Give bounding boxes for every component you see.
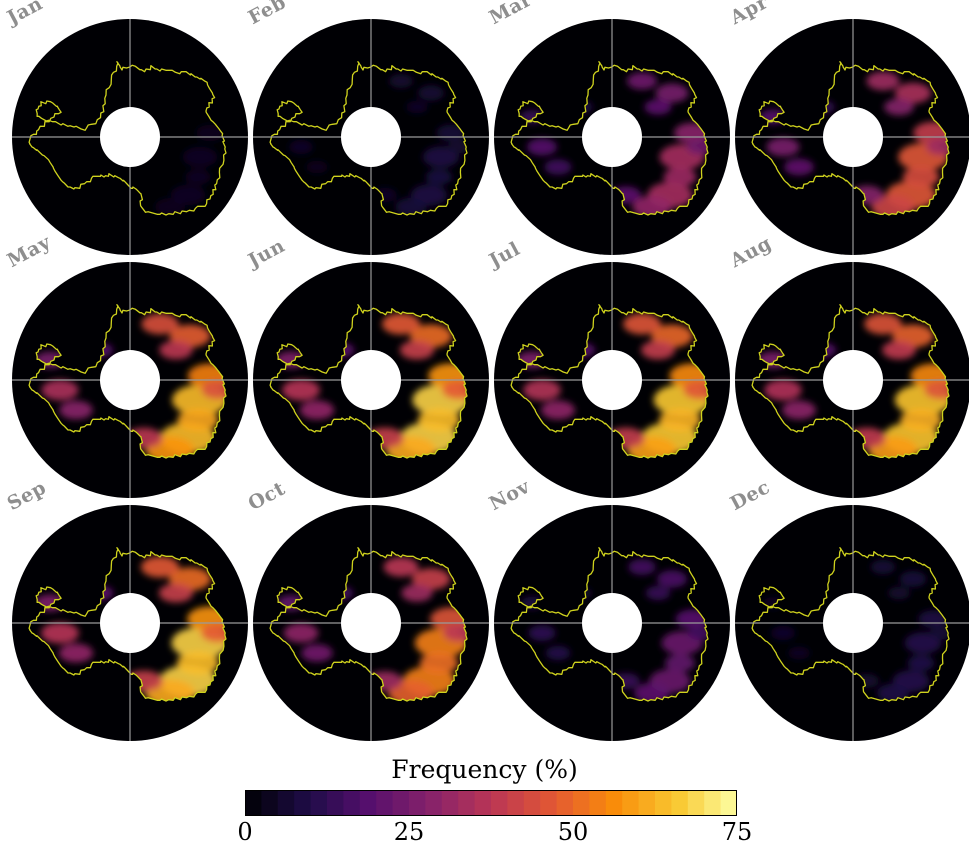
map-panel-jul bbox=[494, 262, 730, 498]
pole-hole bbox=[100, 593, 160, 653]
colorbar-step bbox=[589, 790, 607, 816]
map-panel-jun bbox=[253, 262, 489, 498]
colorbar-step bbox=[294, 790, 312, 816]
colorbar-step bbox=[261, 790, 279, 816]
map-panel-aug bbox=[735, 262, 969, 498]
colorbar bbox=[245, 790, 737, 816]
colorbar-border bbox=[245, 790, 737, 816]
pole-hole bbox=[582, 107, 642, 167]
map-panel-apr bbox=[735, 19, 969, 255]
colorbar-title: Frequency (%) bbox=[391, 755, 578, 784]
colorbar-step bbox=[392, 790, 410, 816]
colorbar-step bbox=[327, 790, 344, 816]
colorbar-step bbox=[720, 790, 737, 816]
colorbar-step bbox=[605, 790, 623, 816]
map-panel-may bbox=[12, 262, 248, 498]
pole-hole bbox=[823, 350, 883, 410]
colorbar-step bbox=[655, 790, 672, 816]
pole-hole bbox=[341, 107, 401, 167]
colorbar-step bbox=[409, 790, 426, 816]
map-panel-oct bbox=[253, 505, 489, 741]
colorbar-step bbox=[491, 790, 508, 816]
pole-hole bbox=[100, 350, 160, 410]
pole-hole bbox=[100, 107, 160, 167]
colorbar-step bbox=[622, 790, 640, 816]
pole-hole bbox=[341, 593, 401, 653]
pole-hole bbox=[341, 350, 401, 410]
colorbar-step bbox=[671, 790, 689, 816]
colorbar-step bbox=[359, 790, 377, 816]
monthly-maps-grid bbox=[12, 19, 969, 741]
colorbar-step bbox=[425, 790, 443, 816]
colorbar-tick-label: 0 bbox=[237, 818, 253, 846]
frequency-field bbox=[35, 313, 226, 458]
colorbar-tick-label: 75 bbox=[721, 818, 753, 846]
map-panel-feb bbox=[253, 19, 489, 255]
map-panel-mar bbox=[494, 19, 730, 255]
colorbar-step bbox=[638, 790, 656, 816]
frequency-field bbox=[34, 556, 226, 701]
colorbar-step bbox=[277, 790, 295, 816]
colorbar-step bbox=[310, 790, 328, 816]
frequency-field bbox=[275, 313, 467, 458]
pole-hole bbox=[823, 107, 883, 167]
colorbar-step bbox=[540, 790, 558, 816]
colorbar-step bbox=[441, 790, 459, 816]
map-panel-nov bbox=[494, 505, 730, 741]
colorbar-step bbox=[687, 790, 705, 816]
colorbar-step bbox=[245, 790, 262, 816]
frequency-field bbox=[154, 124, 224, 216]
map-panel-jan bbox=[12, 19, 248, 255]
colorbar-step bbox=[343, 790, 361, 816]
colorbar-step bbox=[556, 790, 574, 816]
map-panel-sep bbox=[12, 505, 248, 741]
colorbar-step bbox=[523, 790, 541, 816]
colorbar-tick-label: 25 bbox=[393, 818, 425, 846]
colorbar-step bbox=[474, 790, 492, 816]
colorbar-step bbox=[376, 790, 394, 816]
colorbar-step bbox=[458, 790, 476, 816]
colorbar-step bbox=[704, 790, 722, 816]
pole-hole bbox=[823, 593, 883, 653]
colorbar-step bbox=[573, 790, 590, 816]
pole-hole bbox=[582, 350, 642, 410]
map-panel-dec bbox=[735, 505, 969, 741]
pole-hole bbox=[582, 593, 642, 653]
colorbar-tick-label: 50 bbox=[557, 818, 589, 846]
colorbar-step bbox=[507, 790, 525, 816]
